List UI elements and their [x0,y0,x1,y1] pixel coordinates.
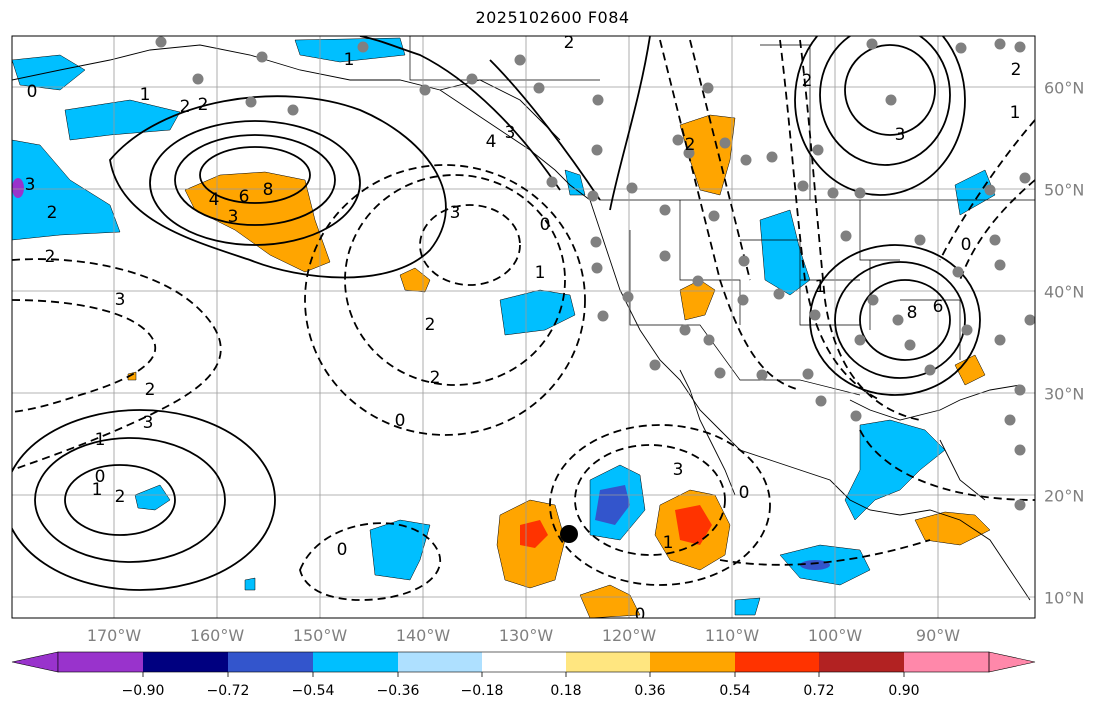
contour-label: 2 [430,368,441,388]
contour-label: 1 [663,533,674,553]
contour-label: 0 [961,235,972,255]
latitude-label: 30°N [1044,384,1085,404]
contour-label: 0 [540,215,551,235]
contour-label: 0 [739,483,750,503]
contour-label-group: 2 1 2 2 0 1 3 2 3 3 2 8 6 4 3 2 0 2 0 1 … [25,33,1022,625]
latitude-label: 50°N [1044,180,1085,200]
contour-label: 1 [140,85,151,105]
contour-label: 1 [92,480,103,500]
latitude-label: 10°N [1044,588,1085,608]
longitude-label: 160°W [189,626,245,645]
contour-label: 0 [635,605,646,625]
contour-label: 1 [344,50,355,70]
contour-label: 2 [198,95,209,115]
longitude-label: 110°W [704,626,760,645]
contour-label: 2 [564,33,575,53]
contour-label: 3 [228,207,239,227]
map-title: 2025102600 F084 [475,8,630,27]
strong-positive-shading [520,505,712,548]
contour-label: 1 [535,263,546,283]
contour-label: 0 [95,467,106,487]
contour-label: 2 [45,247,56,267]
contour-label: 2 [1011,60,1022,80]
contour-label: 3 [673,460,684,480]
longitude-label: 150°W [292,626,348,645]
negative-anomaly-shading [12,37,996,616]
contour-label: 2 [802,71,813,91]
contour-label: 3 [25,175,36,195]
colorbar-tick-label: −0.36 [376,683,420,699]
contour-label: 3 [895,125,906,145]
colorbar-tick-label: −0.90 [121,683,165,699]
contour-label: 0 [395,411,406,431]
contour-label: 4 [209,190,220,210]
colorbar-tick-label: 0.36 [634,683,666,699]
contour-label: 0 [27,82,38,102]
contour-label: 4 [486,132,497,152]
contour-label: 3 [450,203,461,223]
colorbar-extend-low [11,651,59,673]
longitude-label: 100°W [807,626,863,645]
contour-label: 3 [143,413,154,433]
contour-label: 2 [145,380,156,400]
contour-label: 3 [115,290,126,310]
contour-label: 8 [263,180,274,200]
longitude-label: 140°W [395,626,451,645]
station-markers [155,36,1035,511]
contour-label: 6 [933,297,944,317]
contour-label: 2 [425,315,436,335]
longitude-label: 170°W [86,626,142,645]
colorbar-tick-label: 0.90 [888,683,920,699]
contour-label: 2 [180,97,191,117]
contour-label: 2 [115,487,126,507]
colorbar-extend-high [988,651,1036,673]
longitude-label: 120°W [601,626,657,645]
contour-label: 8 [907,303,918,323]
latitude-label: 20°N [1044,486,1085,506]
contour-label: 2 [47,203,58,223]
colorbar-tick-label: 0.72 [803,683,835,699]
colorbar [11,651,1036,677]
colorbar-tick-label: −0.54 [291,683,335,699]
longitude-label: 90°W [915,626,961,645]
contour-label: 6 [239,187,250,207]
colorbar-tick-label: −0.72 [206,683,250,699]
positive-contours [12,36,981,591]
contour-label: 0 [337,540,348,560]
highlight-point-marker [560,525,578,543]
colorbar-tick-label: 0.54 [719,683,751,699]
longitude-label: 130°W [498,626,554,645]
colorbar-tick-label: 0.18 [550,683,582,699]
contour-label: 3 [505,123,516,143]
latitude-label: 40°N [1044,282,1085,302]
contour-label: 1 [815,277,826,297]
contour-label: 1 [95,430,106,450]
contour-label: 1 [1010,103,1021,123]
map-frame [11,35,1036,619]
contour-label: 2 [685,135,696,155]
colorbar-tick-label: −0.18 [460,683,504,699]
negative-contours [12,39,1035,601]
latitude-label: 60°N [1044,78,1085,98]
